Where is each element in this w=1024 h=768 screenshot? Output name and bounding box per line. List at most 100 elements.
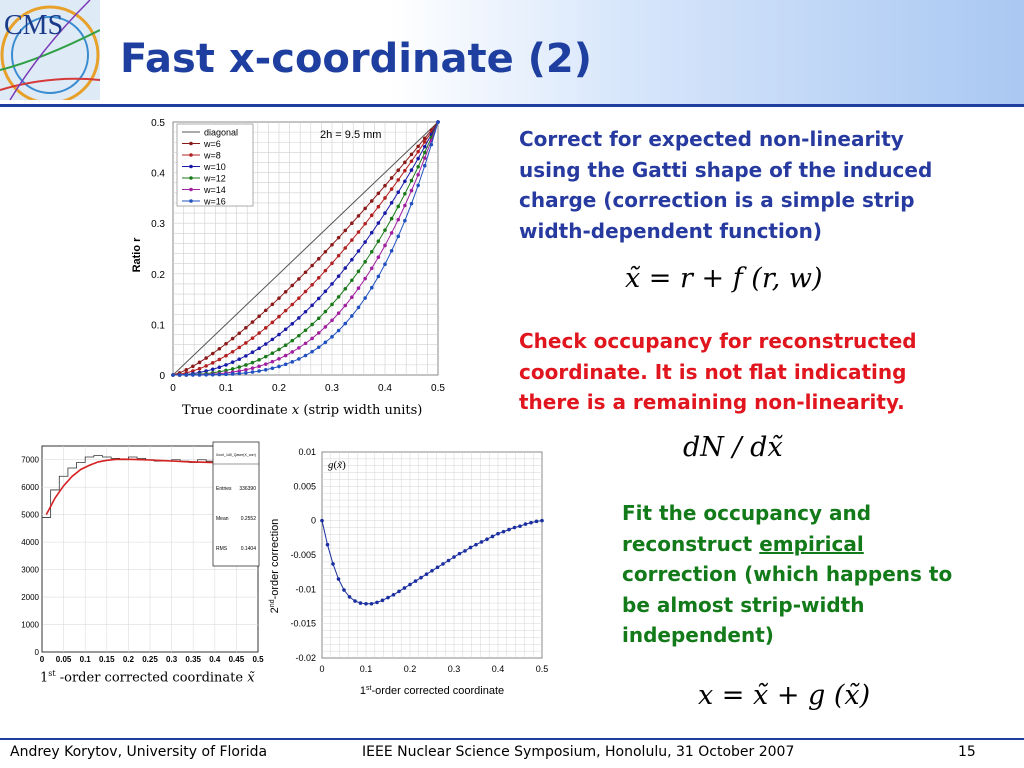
data-point	[177, 373, 182, 377]
stats-value: 336390	[239, 486, 256, 492]
data-point	[409, 159, 414, 164]
data-point	[496, 531, 500, 536]
data-point	[429, 142, 434, 147]
text-segment: reconstruct	[622, 531, 760, 556]
data-point	[290, 338, 295, 343]
x-tick-label: 0	[319, 664, 324, 674]
data-point	[468, 545, 473, 550]
data-point	[518, 524, 522, 528]
data-point	[230, 367, 235, 371]
formula-xtilde: x̃ = r + f (r, w)	[625, 263, 823, 294]
data-point	[230, 349, 235, 354]
data-point	[376, 239, 381, 244]
data-point	[244, 363, 248, 367]
data-point	[369, 266, 374, 271]
text-line: Check occupancy for reconstructed	[519, 329, 917, 353]
data-point	[224, 368, 228, 373]
y-tick-label: 0	[35, 648, 40, 657]
y-tick-label: -0.01	[295, 584, 316, 594]
data-point	[343, 303, 348, 308]
data-point	[316, 256, 321, 261]
legend-marker	[189, 141, 193, 146]
data-point	[197, 366, 202, 371]
data-point	[270, 359, 275, 364]
caption-text: (strip width units)	[299, 403, 423, 418]
legend-entry: diagonal	[204, 128, 238, 138]
data-point	[350, 221, 354, 226]
data-point	[270, 320, 275, 325]
cms-logo-text: CMS	[4, 10, 63, 41]
footer-author: Andrey Korytov, University of Florida	[10, 744, 268, 760]
data-point	[363, 221, 367, 226]
caption-var: x̃	[247, 670, 255, 686]
data-point	[217, 372, 222, 377]
data-point	[369, 249, 374, 254]
data-point	[409, 168, 414, 172]
y-tick-label: 0.3	[151, 219, 165, 230]
data-point	[257, 364, 261, 369]
data-point	[363, 296, 367, 300]
data-point	[422, 156, 427, 160]
data-point	[331, 562, 335, 566]
data-point	[350, 295, 354, 299]
y-tick-label: -0.02	[295, 653, 316, 663]
data-point	[409, 188, 414, 193]
data-point	[250, 336, 255, 340]
data-point	[330, 334, 334, 339]
data-point	[283, 290, 288, 294]
y-tick-label: -0.005	[290, 550, 316, 560]
x-tick-label: 0.4	[378, 383, 392, 394]
data-point	[356, 230, 361, 234]
data-point	[257, 346, 261, 351]
data-point	[409, 201, 414, 206]
text-line: charge (correction is a simple strip	[519, 188, 915, 212]
data-point	[184, 373, 189, 377]
x-tick-label: 0.3	[166, 655, 178, 664]
stats-label: Mean	[216, 516, 229, 522]
data-point	[336, 311, 341, 316]
data-point	[297, 357, 301, 361]
data-point	[436, 120, 440, 124]
data-point	[297, 277, 301, 281]
data-point	[310, 282, 314, 287]
data-point	[529, 520, 533, 525]
data-point	[263, 367, 268, 372]
x-tick-label: 0.45	[229, 655, 245, 664]
caption-var: x	[291, 403, 300, 418]
text-line: Fit the occupancy and	[622, 501, 872, 525]
data-point	[283, 353, 288, 358]
data-point	[369, 213, 374, 218]
data-point	[422, 163, 427, 168]
data-point	[303, 353, 308, 358]
data-point	[250, 360, 255, 365]
data-point	[237, 345, 242, 350]
data-point	[375, 600, 379, 605]
data-point	[244, 367, 248, 372]
footer-rule	[0, 738, 1024, 740]
data-point	[316, 296, 321, 301]
data-point	[409, 152, 414, 157]
x-tick-label: 0.1	[219, 383, 233, 394]
legend-marker	[189, 153, 193, 157]
x-tick-label: 0.5	[252, 655, 264, 664]
data-point	[435, 565, 440, 570]
data-point	[277, 364, 281, 369]
data-point	[422, 144, 427, 149]
data-point	[403, 160, 407, 165]
y-tick-label: 4000	[21, 538, 39, 547]
slide-title: Fast x-coordinate (2)	[120, 36, 593, 82]
data-point	[441, 562, 445, 566]
data-point	[383, 228, 387, 232]
header-rule	[0, 104, 1024, 107]
data-point	[369, 199, 374, 203]
data-point	[297, 316, 301, 320]
data-point	[303, 328, 308, 333]
data-point	[323, 325, 328, 329]
x-tick-label: 0	[40, 655, 45, 664]
data-point	[297, 346, 301, 350]
data-point	[424, 572, 429, 577]
data-point	[363, 259, 367, 264]
data-point	[396, 234, 401, 239]
data-point	[277, 347, 281, 352]
data-point	[413, 579, 418, 583]
